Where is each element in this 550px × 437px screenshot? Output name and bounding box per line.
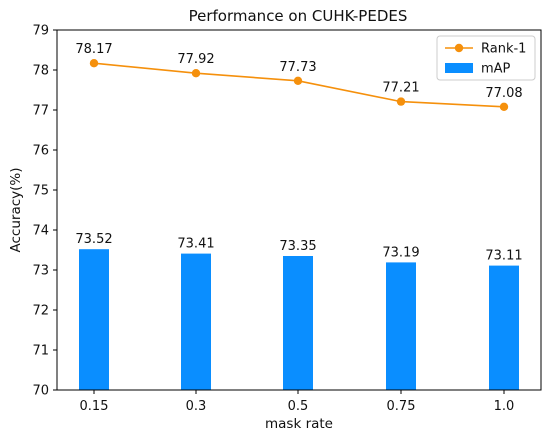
legend-rank1-marker	[454, 43, 464, 53]
data-labels-layer: 73.52 73.41 73.35 73.19 73.11 78.17 77.92 77.73…	[75, 42, 522, 263]
line-layer	[89, 59, 509, 112]
rank1-point-0	[89, 59, 99, 68]
y-tick-label-7: 77	[32, 104, 49, 119]
map-bar-0	[79, 249, 109, 390]
y-tick-label-2: 72	[32, 304, 49, 319]
rank1-data-label-4: 77.08	[485, 86, 522, 101]
rank1-point-1	[191, 69, 201, 78]
y-axis: 70 71 72 73 74 75 76 77 78 79	[32, 24, 57, 399]
y-axis-label: Accuracy(%)	[8, 168, 24, 253]
rank1-data-label-3: 77.21	[382, 81, 419, 96]
x-axis: 0.15 0.3 0.5 0.75 1.0	[80, 390, 515, 414]
map-bar-4	[489, 265, 519, 390]
y-tick-label-1: 71	[32, 344, 49, 359]
plot-frame	[56, 29, 542, 391]
bars-layer	[79, 249, 519, 390]
y-tick-label-4: 74	[32, 224, 49, 239]
rank1-data-label-0: 78.17	[75, 42, 112, 57]
rank1-point-2	[293, 76, 303, 86]
map-data-label-0: 73.52	[75, 232, 112, 247]
x-tick-label-3: 0.75	[387, 399, 416, 414]
map-data-label-1: 73.41	[177, 237, 214, 252]
x-axis-label: mask rate	[265, 416, 333, 432]
y-tick-label-5: 75	[32, 184, 49, 199]
y-tick-label-8: 78	[32, 64, 49, 79]
rank1-point-4	[499, 102, 509, 112]
legend-map-label: mAP	[481, 62, 511, 77]
x-tick-label-1: 0.3	[186, 399, 207, 414]
chart-title: Performance on CUHK-PEDES	[189, 7, 408, 25]
rank1-point-3	[396, 97, 406, 106]
x-tick-label-0: 0.15	[80, 399, 109, 414]
legend: Rank-1 mAP	[436, 35, 536, 81]
x-tick-label-2: 0.5	[288, 399, 309, 414]
map-bar-2	[283, 256, 313, 390]
y-tick-label-6: 76	[32, 144, 49, 159]
y-tick-label-3: 73	[32, 264, 49, 279]
legend-map-swatch	[445, 63, 473, 73]
x-tick-label-4: 1.0	[494, 399, 515, 414]
rank1-data-label-1: 77.92	[177, 52, 214, 67]
rank1-data-label-2: 77.73	[279, 60, 316, 75]
map-data-label-4: 73.11	[485, 249, 522, 264]
map-data-label-3: 73.19	[382, 245, 419, 260]
legend-rank1-label: Rank-1	[481, 42, 526, 57]
y-tick-label-9: 79	[32, 24, 49, 39]
map-data-label-2: 73.35	[279, 239, 316, 254]
y-tick-label-0: 70	[32, 384, 49, 399]
map-bar-1	[181, 253, 211, 390]
map-bar-3	[386, 262, 416, 390]
